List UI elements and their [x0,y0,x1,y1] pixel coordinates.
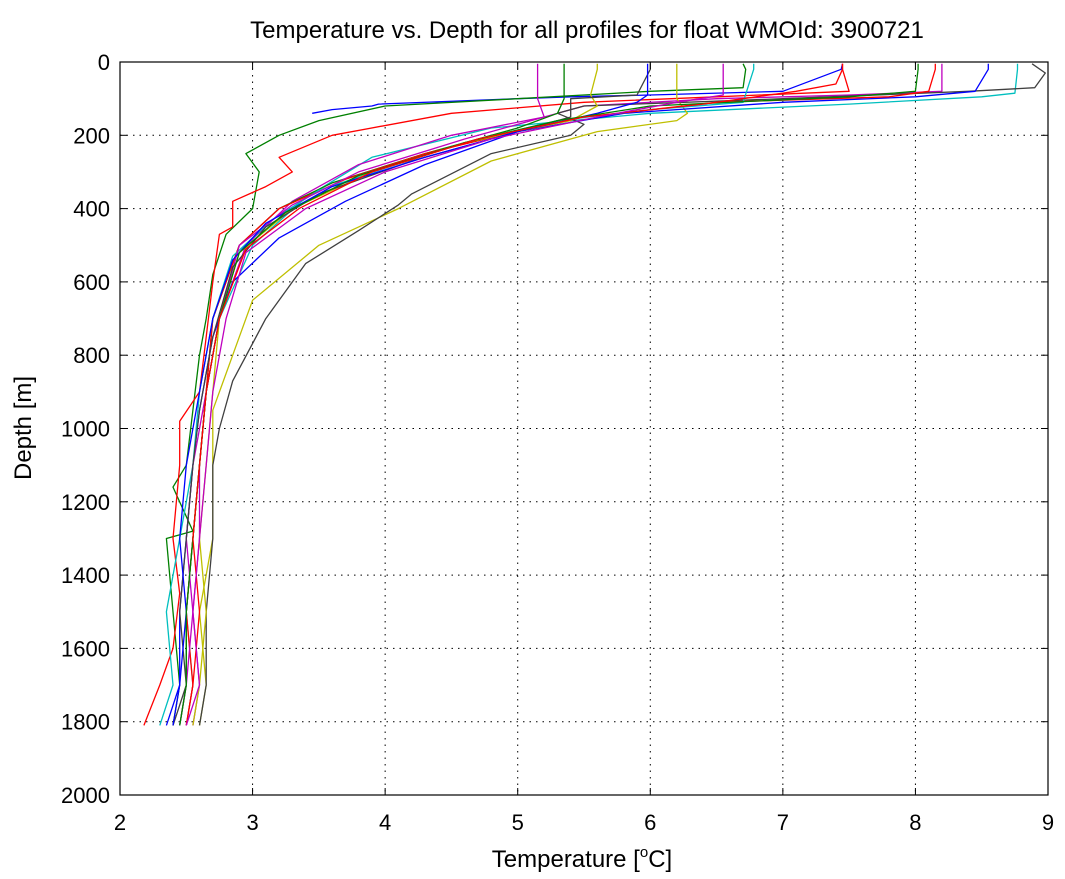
y-tick-label: 1000 [61,417,110,442]
y-axis-title: Depth [m] [10,376,37,480]
profile-line-3 [143,63,850,726]
profile-line-4 [185,63,1019,726]
profile-line-16 [179,63,919,726]
y-tick-label: 200 [73,123,110,148]
chart-title: Temperature vs. Depth for all profiles f… [250,17,924,44]
x-tick-label: 3 [246,810,258,835]
profile-line-9 [179,63,565,726]
profile-line-15 [172,63,649,726]
x-tick-label: 4 [379,810,391,835]
y-tick-label: 1800 [61,710,110,735]
x-tick-label: 5 [512,810,524,835]
x-tick-label: 9 [1042,810,1054,835]
y-tick-label: 1200 [61,490,110,515]
x-axis-title-unit: C] [648,846,672,873]
profile-line-14 [172,63,651,726]
y-tick-label: 400 [73,197,110,222]
y-axis: 0 200 400 600 800 1000 1200 1400 1600 1800 2000 [61,50,1048,808]
y-tick-label: 600 [73,270,110,295]
profile-line-10 [185,63,936,726]
y-tick-label: 1400 [61,563,110,588]
profile-line-13 [192,63,598,726]
profile-line-7 [198,63,1046,726]
x-axis-title: Temperature [oC] [492,844,672,873]
x-tick-label: 6 [644,810,656,835]
profile-line-6 [198,63,689,726]
profile-line-11 [159,63,755,726]
profile-line-17 [185,63,844,726]
x-tick-label: 7 [777,810,789,835]
x-tick-label: 2 [114,810,126,835]
x-tick-label: 8 [909,810,921,835]
profile-lines [143,63,1046,726]
y-tick-label: 2000 [61,783,110,808]
y-tick-label: 0 [98,50,110,75]
x-axis-title-superscript: o [640,844,648,861]
profile-line-18 [185,63,724,726]
profile-line-8 [165,63,989,726]
profile-line-12 [179,63,545,726]
profile-line-2 [165,63,747,726]
x-axis-title-text: Temperature [ [492,846,640,873]
y-tick-label: 1600 [61,636,110,661]
profile-line-5 [192,63,943,726]
x-axis: 2 3 4 5 6 7 8 9 [114,62,1054,835]
y-tick-label: 800 [73,343,110,368]
